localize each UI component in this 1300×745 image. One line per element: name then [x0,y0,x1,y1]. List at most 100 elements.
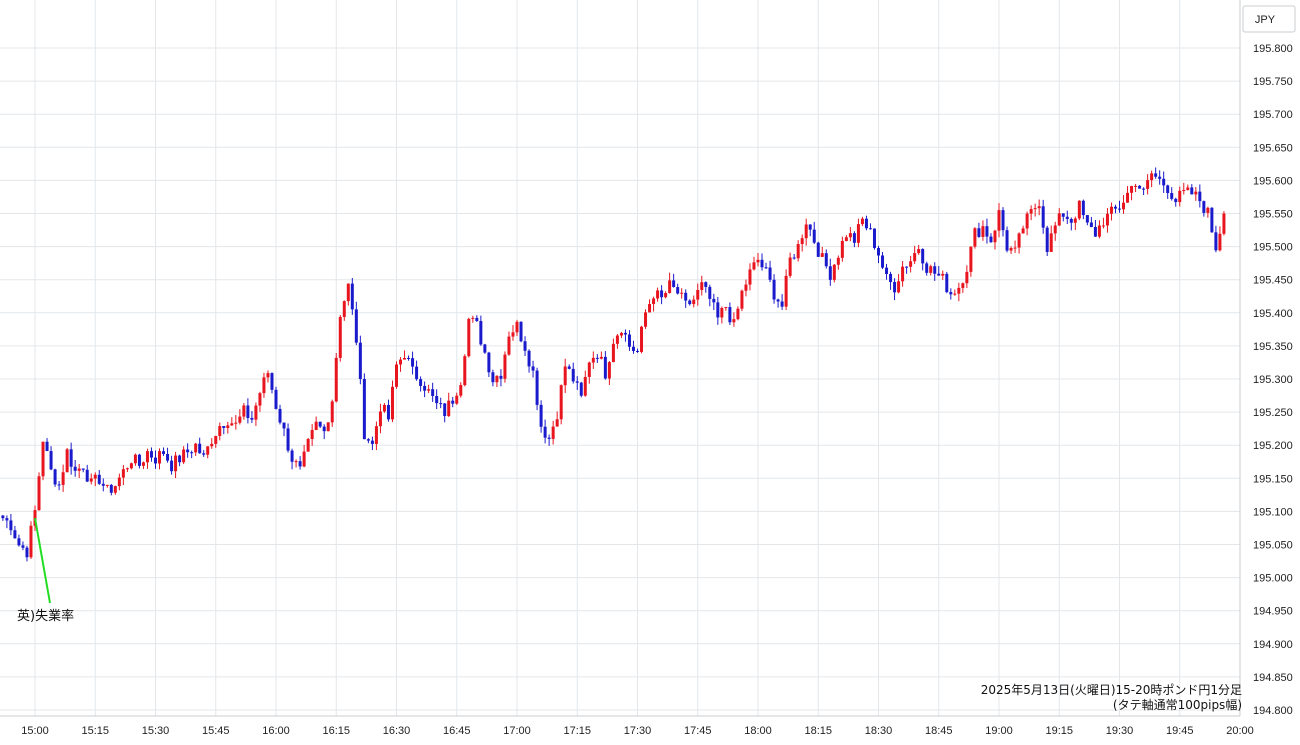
price-tick-label: 195.500 [1253,242,1293,254]
candle-body [760,259,764,268]
candle-body [1101,225,1105,227]
candle-body [1045,227,1049,252]
candle-body [113,486,117,493]
candle-body [804,224,808,239]
candle-body [174,455,178,472]
candle-body [407,357,411,359]
candle-body [358,342,362,379]
time-tick-label: 18:45 [925,725,953,737]
time-tick-label: 16:00 [262,725,290,737]
currency-box[interactable]: JPY [1242,5,1296,33]
candle-body [77,468,81,471]
candle-body [1041,206,1045,228]
candle-body [258,393,262,406]
candle-body [9,520,13,531]
time-tick-label: 18:15 [804,725,832,737]
candle-body [636,350,639,352]
price-tick-label: 194.800 [1253,705,1293,717]
annotation-label: 英)失業率 [17,608,74,624]
time-tick-label: 15:15 [81,725,109,737]
candle-body [688,300,692,305]
candle-body [69,449,73,467]
candle-body [1186,187,1190,190]
candle-body [435,395,439,404]
candle-body [1005,230,1009,251]
candle-body [1077,200,1081,219]
candle-body [105,484,109,486]
candle-body [467,318,471,357]
candle-body [439,403,443,405]
candle-body [953,293,957,295]
candle-body [716,302,720,318]
candle-body [1170,193,1174,199]
candle-body [603,356,607,379]
candle-body [81,468,85,470]
candle-body [286,428,290,451]
candle-body [820,253,824,257]
candle-body [270,373,274,390]
candle-body [399,359,403,365]
candles [1,167,1226,562]
candle-body [178,455,182,463]
candle-body [897,281,901,293]
candle-body [125,468,129,470]
price-tick-label: 194.850 [1253,672,1293,684]
candle-body [471,317,475,319]
candle-body [740,290,744,309]
candle-body [917,249,921,254]
axes [0,0,1241,717]
candle-body [41,441,45,477]
candle-body [1025,213,1029,229]
time-tick-label: 17:30 [624,725,652,737]
candle-body [1178,190,1182,203]
candle-body [447,400,451,417]
candle-body [250,417,254,420]
candle-body [672,280,676,288]
candle-body [1206,207,1210,213]
candle-body [555,419,559,427]
candle-body [989,236,993,243]
candle-body [1162,178,1166,186]
candle-body [977,228,981,237]
candle-body [680,292,684,294]
candle-body [985,226,989,237]
candle-body [121,469,125,478]
time-tick-label: 16:45 [443,725,471,737]
candle-body [306,438,310,452]
candle-body [1130,186,1134,193]
candle-body [728,307,732,323]
chart-caption: 2025年5月13日(火曜日)15-20時ポンド円1分足 (タテ軸通常100pi… [981,683,1242,712]
candle-body [206,446,210,455]
candle-body [925,263,929,273]
candle-body [961,283,965,288]
candle-body [350,283,354,310]
candle-body [644,312,648,327]
candle-body [800,238,804,245]
candle-body [495,375,499,383]
time-tick-label: 15:45 [202,725,230,737]
candle-body [395,364,398,387]
candle-body [889,273,893,283]
candle-body [423,385,427,391]
candle-body [957,287,961,294]
currency-box-frame [1242,5,1296,33]
candle-body [772,279,776,300]
candle-body [162,451,166,454]
candle-body [1017,233,1021,248]
candle-body [419,379,423,386]
candle-body [905,266,909,268]
candle-body [864,218,868,229]
candle-body [166,453,170,461]
candle-body [310,430,314,439]
candle-body [45,441,49,452]
price-tick-label: 195.300 [1253,374,1293,386]
candle-body [507,336,511,355]
candle-body [354,309,358,343]
candle-body [33,510,37,526]
candle-body [89,478,93,482]
caption-line-2: (タテ軸通常100pips幅) [1113,697,1242,712]
price-tick-label: 195.350 [1253,341,1293,353]
price-tick-label: 195.200 [1253,440,1293,452]
time-tick-label: 15:30 [142,725,170,737]
candle-body [170,460,174,472]
